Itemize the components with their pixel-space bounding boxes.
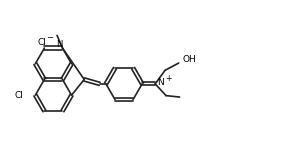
Text: N: N: [56, 40, 62, 49]
Text: Cl: Cl: [37, 38, 46, 47]
Text: N: N: [157, 78, 164, 87]
Text: OH: OH: [182, 55, 196, 64]
Text: −: −: [46, 33, 53, 42]
Text: Cl: Cl: [15, 91, 24, 100]
Text: +: +: [165, 74, 172, 83]
